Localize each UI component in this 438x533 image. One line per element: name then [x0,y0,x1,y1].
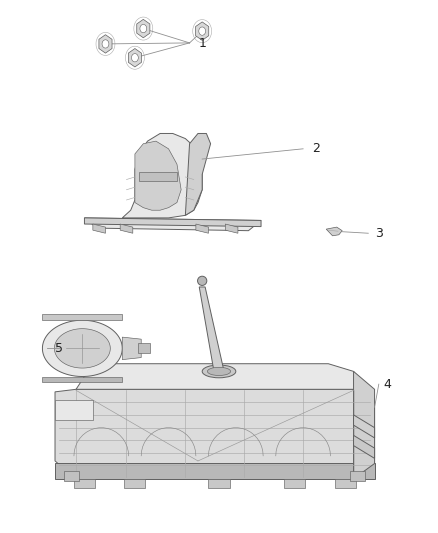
Polygon shape [54,329,110,368]
Polygon shape [326,227,342,236]
Text: 4: 4 [383,378,391,391]
Polygon shape [196,22,209,41]
Polygon shape [55,400,93,420]
Text: 3: 3 [375,227,383,240]
Polygon shape [350,471,365,481]
Ellipse shape [198,276,207,286]
Polygon shape [85,218,261,227]
Polygon shape [76,364,374,407]
Polygon shape [199,287,224,372]
Polygon shape [353,435,374,458]
Circle shape [102,40,109,48]
Polygon shape [122,133,202,218]
Text: 5: 5 [55,342,63,355]
Polygon shape [225,224,238,233]
Circle shape [140,25,147,33]
Polygon shape [93,224,106,233]
Ellipse shape [208,367,230,375]
Polygon shape [42,376,122,382]
Polygon shape [335,479,356,488]
Polygon shape [74,479,95,488]
Polygon shape [128,49,141,67]
Polygon shape [99,35,112,53]
Polygon shape [137,19,150,38]
Polygon shape [122,337,141,360]
Text: 2: 2 [312,142,320,155]
Polygon shape [284,479,305,488]
Polygon shape [124,479,145,488]
Polygon shape [135,141,181,210]
Polygon shape [196,224,208,233]
Polygon shape [85,218,261,231]
Circle shape [131,54,138,62]
Polygon shape [353,372,374,479]
Polygon shape [55,464,374,479]
Polygon shape [55,389,374,479]
Circle shape [199,27,205,35]
Text: 1: 1 [198,37,206,51]
Polygon shape [139,172,177,181]
Polygon shape [64,471,79,481]
Polygon shape [42,314,122,320]
Polygon shape [120,224,133,233]
Polygon shape [208,479,230,488]
Polygon shape [138,343,150,353]
Polygon shape [185,133,211,215]
Ellipse shape [202,365,236,378]
Polygon shape [353,415,374,438]
Polygon shape [42,320,122,376]
